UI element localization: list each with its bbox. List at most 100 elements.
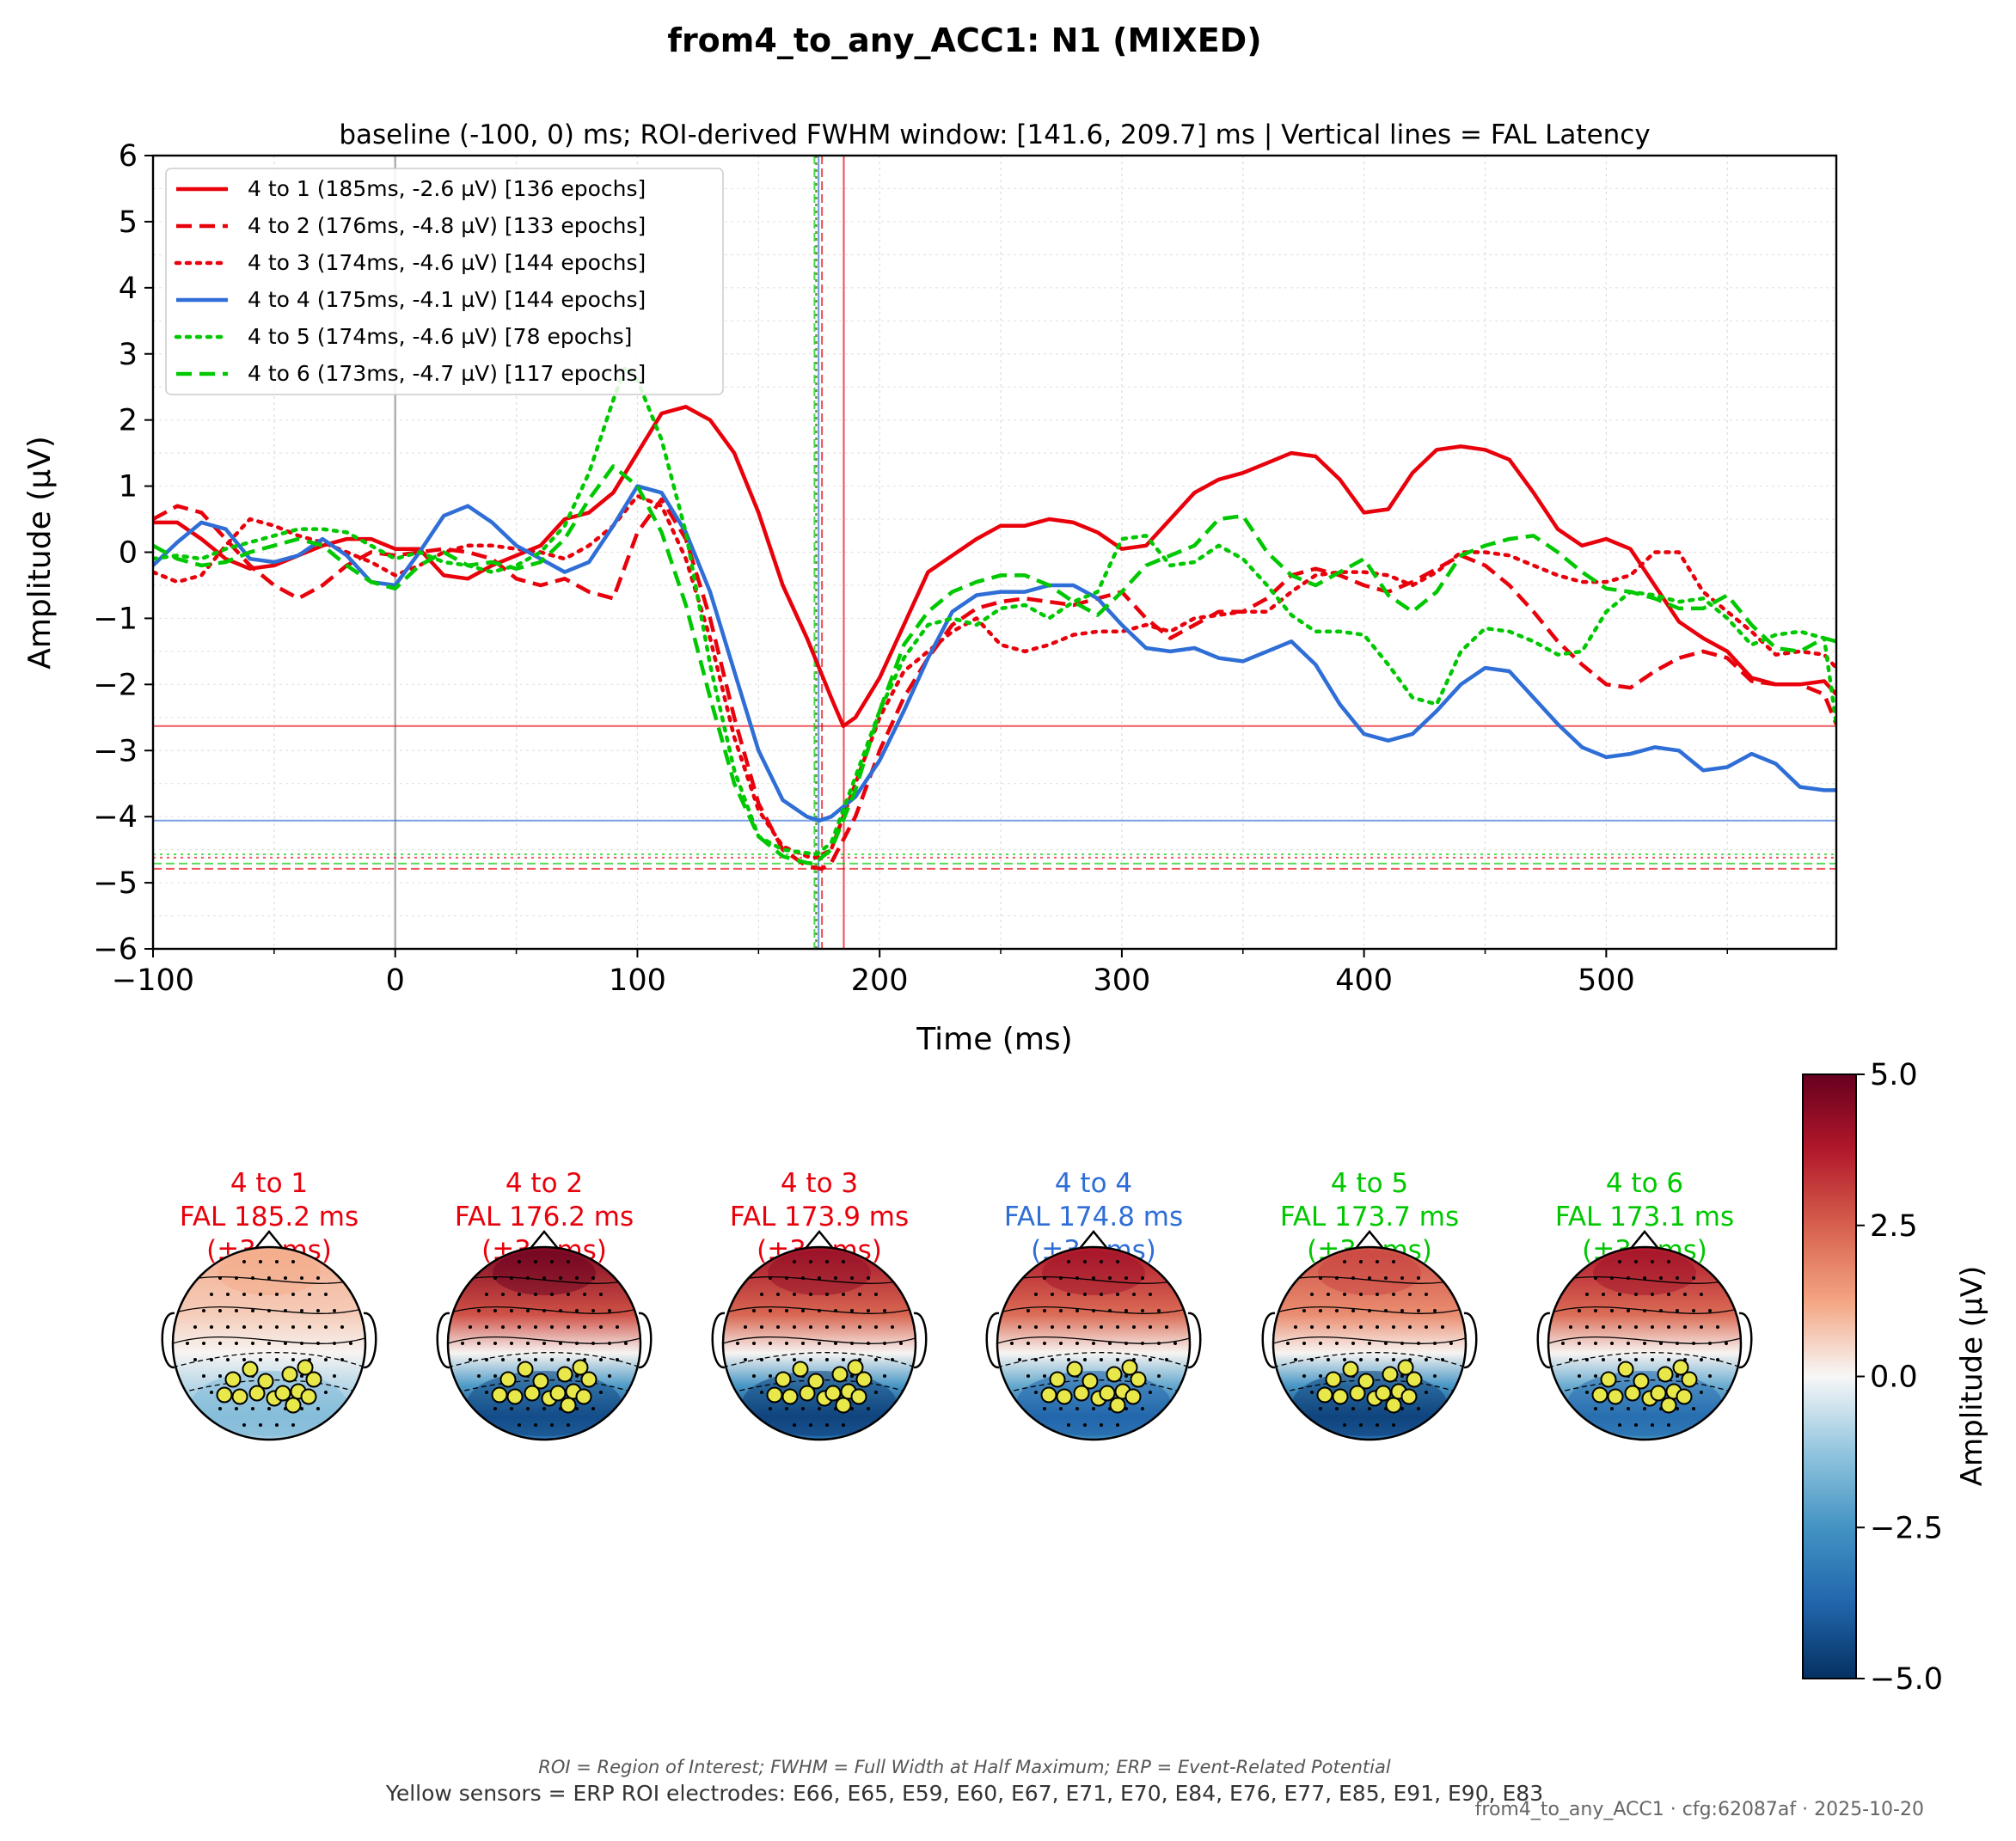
x-tick-label: 100 — [609, 963, 666, 998]
roi-electrode-marker — [1382, 1366, 1399, 1383]
legend-label: 4 to 1 (185ms, -2.6 µV) [136 epochs] — [248, 176, 646, 201]
x-tick-label: 300 — [1094, 963, 1151, 998]
right-ear-shape — [1738, 1312, 1753, 1369]
series-line-3 — [153, 493, 1836, 860]
roi-electrode-marker — [580, 1371, 597, 1388]
head-outline — [1547, 1245, 1743, 1441]
roi-electrode-marker — [532, 1373, 549, 1390]
stamp: from4_to_any_ACC1 · cfg:62087af · 2025-1… — [1475, 1799, 1924, 1820]
roi-electrode-marker — [1073, 1385, 1090, 1402]
left-ear-shape — [711, 1312, 726, 1369]
colorbar: 5.0 2.5 0.0 −2.5 −5.0 Amplitude (µV) — [1802, 1058, 1989, 1697]
colorbar-ticks: 5.0 2.5 0.0 −2.5 −5.0 — [1856, 1058, 1943, 1697]
right-ear-shape — [913, 1312, 928, 1369]
roi-electrode-marker — [517, 1361, 534, 1378]
roi-electrode-marker — [572, 1359, 589, 1376]
roi-electrode-marker — [300, 1388, 317, 1405]
colorbar-label: Amplitude (µV) — [1955, 1266, 1989, 1486]
roi-electrode-marker — [1400, 1388, 1418, 1405]
roi-electrode-marker — [285, 1397, 302, 1414]
roi-electrode-marker — [242, 1361, 259, 1378]
y-tick-label: −1 — [93, 602, 138, 636]
roi-electrode-marker — [824, 1385, 842, 1402]
erp-line-chart: baseline (-100, 0) ms; ROI-derived FWHM … — [22, 119, 1838, 1057]
roi-electrode-marker — [1617, 1361, 1634, 1378]
nose-shape — [1353, 1230, 1386, 1251]
roi-electrode-marker — [274, 1385, 291, 1402]
topomap-condition: 4 to 4 — [1055, 1168, 1132, 1199]
nose-shape — [1628, 1230, 1661, 1251]
roi-electrode-marker — [1375, 1385, 1392, 1402]
y-tick-label: −6 — [93, 933, 138, 967]
x-tick-label: 0 — [386, 963, 405, 998]
roi-electrode-marker — [1342, 1361, 1359, 1378]
roi-electrode-marker — [560, 1397, 577, 1414]
roi-electrode-marker — [1385, 1397, 1402, 1414]
y-tick-label: 4 — [119, 272, 138, 306]
scalp-field — [448, 1247, 640, 1440]
y-tick-label: −3 — [93, 734, 138, 768]
legend-label: 4 to 3 (174ms, -4.6 µV) [144 epochs] — [248, 250, 646, 275]
roi-electrode-marker — [1066, 1361, 1083, 1378]
nose-shape — [1077, 1230, 1110, 1251]
head-outline — [996, 1245, 1192, 1441]
head-outline — [446, 1245, 642, 1441]
y-tick-label: 6 — [119, 139, 138, 174]
series-line-2 — [153, 497, 1836, 872]
roi-electrode-marker — [1591, 1386, 1609, 1404]
head-outline — [171, 1245, 367, 1441]
roi-electrode-marker — [775, 1371, 792, 1388]
legend-label: 4 to 2 (176ms, -4.8 µV) [133 epochs] — [248, 213, 646, 238]
x-tick-label: 500 — [1578, 963, 1635, 998]
topomap-condition: 4 to 6 — [1606, 1168, 1683, 1199]
y-tick-label: 5 — [119, 205, 138, 240]
topomap-fal: FAL 173.7 ms — [1280, 1202, 1459, 1232]
y-tick-label: −2 — [93, 668, 138, 702]
series-line-1 — [153, 405, 1836, 729]
roi-electrode-marker — [257, 1373, 274, 1390]
left-ear-shape — [436, 1312, 450, 1369]
x-axis-ticks: −100 0 100 200 300 400 500 — [112, 949, 1728, 998]
roi-electrode-marker — [575, 1388, 592, 1405]
roi-electrode-marker — [224, 1371, 242, 1388]
head-outline — [721, 1245, 917, 1441]
roi-electrode-marker — [831, 1366, 849, 1383]
colorbar-tick-label: 2.5 — [1870, 1209, 1918, 1244]
chart-subtitle: baseline (-100, 0) ms; ROI-derived FWHM … — [339, 119, 1650, 150]
roi-electrode-marker — [1357, 1373, 1375, 1390]
nose-shape — [803, 1230, 836, 1251]
head-outline — [1271, 1245, 1468, 1441]
topomap-condition: 4 to 1 — [230, 1168, 308, 1199]
roi-electrode-marker — [1657, 1366, 1674, 1383]
roi-electrode-marker — [1349, 1385, 1366, 1402]
roi-electrode-marker — [1332, 1388, 1349, 1405]
x-tick-label: 400 — [1335, 963, 1393, 998]
legend-box — [165, 168, 724, 395]
nose-shape — [528, 1230, 561, 1251]
roi-electrode-marker — [1106, 1366, 1123, 1383]
y-tick-label: 2 — [119, 404, 138, 438]
roi-electrode-marker — [850, 1388, 867, 1405]
left-ear-shape — [985, 1312, 1000, 1369]
roi-electrode-marker — [556, 1366, 573, 1383]
roi-electrode-marker — [1600, 1371, 1617, 1388]
legend-label: 4 to 4 (175ms, -4.1 µV) [144 epochs] — [248, 287, 646, 312]
legend-label: 4 to 5 (174ms, -4.6 µV) [78 epochs] — [248, 324, 632, 349]
roi-electrode-marker — [248, 1385, 266, 1402]
roi-electrode-marker — [281, 1366, 298, 1383]
x-axis-label: Time (ms) — [916, 1022, 1072, 1057]
y-tick-label: 1 — [119, 470, 138, 505]
roi-electrode-marker — [807, 1373, 824, 1390]
scalp-field — [1548, 1247, 1741, 1440]
colorbar-tick-label: 5.0 — [1870, 1058, 1918, 1092]
roi-electrode-marker — [216, 1386, 233, 1404]
series-lines — [153, 364, 1836, 872]
roi-electrode-marker — [835, 1397, 852, 1414]
topomap-fal: FAL 174.8 ms — [1004, 1202, 1183, 1232]
roi-electrode-marker — [1082, 1373, 1099, 1390]
